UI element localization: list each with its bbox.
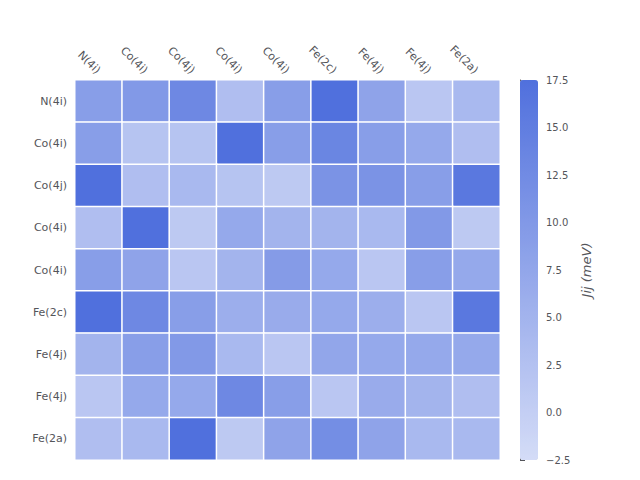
svg-text:Co(4i): Co(4i) [34, 221, 67, 234]
svg-text:Jij (meV): Jij (meV) [579, 243, 594, 301]
svg-text:Co(4i): Co(4i) [260, 44, 293, 77]
svg-text:7.5: 7.5 [546, 265, 562, 276]
svg-text:−2.5: −2.5 [546, 455, 570, 466]
svg-text:N(4i): N(4i) [40, 95, 67, 108]
svg-text:17.5: 17.5 [546, 75, 568, 86]
svg-text:Co(4j): Co(4j) [165, 44, 198, 77]
svg-text:Co(4i): Co(4i) [212, 44, 245, 77]
svg-text:Fe(4j): Fe(4j) [403, 45, 434, 76]
svg-text:Fe(4j): Fe(4j) [355, 45, 386, 76]
svg-text:N(4i): N(4i) [75, 48, 103, 76]
svg-text:Fe(2c): Fe(2c) [306, 43, 339, 76]
svg-text:Co(4i): Co(4i) [118, 44, 151, 77]
svg-text:Fe(2c): Fe(2c) [33, 306, 67, 319]
svg-text:Co(4i): Co(4i) [34, 137, 67, 150]
svg-text:2.5: 2.5 [546, 360, 562, 371]
svg-text:Fe(2a): Fe(2a) [447, 43, 481, 77]
svg-text:Fe(4j): Fe(4j) [36, 390, 67, 403]
svg-text:Co(4j): Co(4j) [34, 179, 67, 192]
svg-text:12.5: 12.5 [546, 170, 568, 181]
svg-text:Co(4i): Co(4i) [34, 264, 67, 277]
svg-text:0.0: 0.0 [546, 407, 562, 418]
svg-text:10.0: 10.0 [546, 217, 568, 228]
svg-text:Fe(4j): Fe(4j) [36, 348, 67, 361]
svg-text:5.0: 5.0 [546, 312, 562, 323]
svg-text:15.0: 15.0 [546, 122, 568, 133]
svg-text:Fe(2a): Fe(2a) [32, 432, 67, 445]
